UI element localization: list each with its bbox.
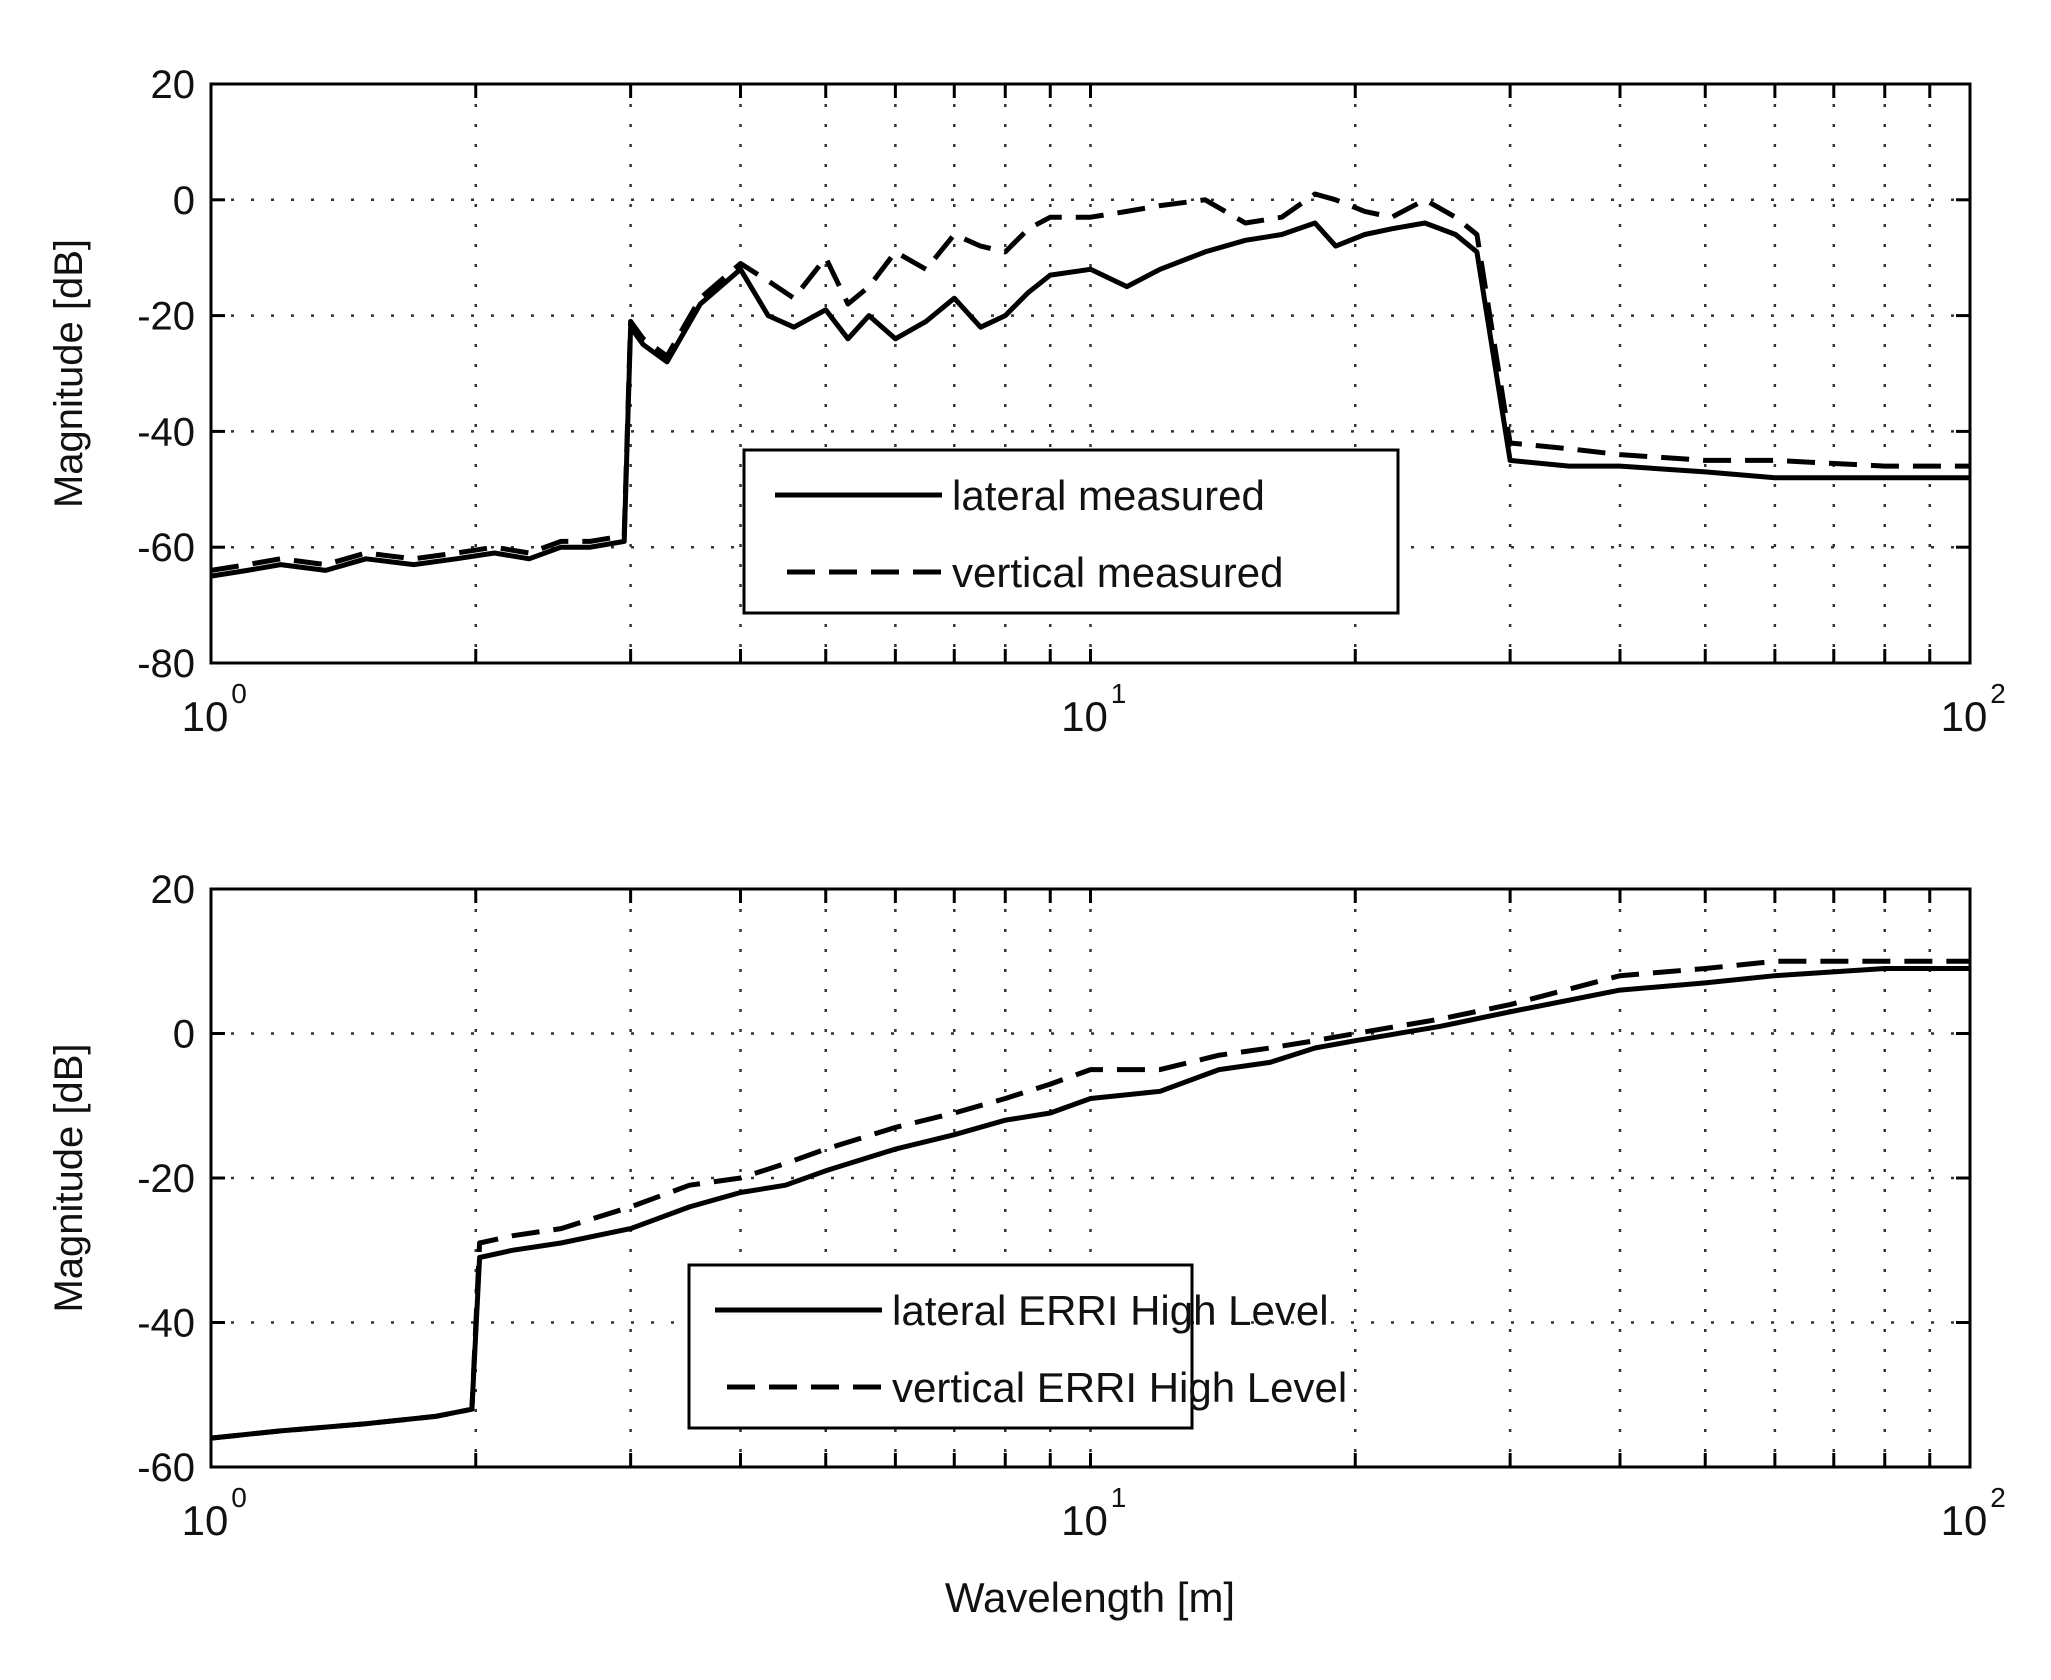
top-series xyxy=(210,191,1970,579)
x-tick-label: 10 xyxy=(182,1497,229,1544)
legend-entry-vertical: vertical measured xyxy=(952,549,1283,596)
bottom-y-tick-labels: 20 0 -20 -40 -60 xyxy=(137,868,195,1490)
x-tick-label: 10 xyxy=(1941,693,1988,740)
y-tick-label: -40 xyxy=(137,1302,195,1346)
x-tick-label: 10 xyxy=(182,693,229,740)
legend-entry-lateral-erri: lateral ERRI High Level xyxy=(892,1287,1329,1334)
y-tick-label: 0 xyxy=(173,179,195,223)
x-tick-label-exponent: 0 xyxy=(231,1482,247,1513)
x-axis-label: Wavelength [m] xyxy=(945,1574,1235,1621)
x-tick-label-exponent: 0 xyxy=(231,678,247,709)
bottom-x-tick-labels: 10 0 10 1 10 2 xyxy=(182,1482,2006,1544)
x-tick-label: 10 xyxy=(1061,693,1108,740)
x-tick-label-exponent: 2 xyxy=(1990,678,2006,709)
series-line-solid xyxy=(210,220,1970,579)
bottom-legend-box xyxy=(687,1263,1194,1430)
x-tick-label: 10 xyxy=(1941,1497,1988,1544)
bottom-y-axis-label: Magnitude [dB] xyxy=(47,1043,91,1312)
legend-entry-vertical-erri: vertical ERRI High Level xyxy=(892,1364,1347,1411)
x-tick-label-exponent: 1 xyxy=(1111,678,1127,709)
top-legend: lateral measured vertical measured xyxy=(742,448,1400,615)
y-tick-label: -20 xyxy=(137,295,195,339)
y-tick-label: 20 xyxy=(151,63,196,107)
y-tick-label: -20 xyxy=(137,1157,195,1201)
bottom-series xyxy=(210,958,1970,1441)
bottom-legend: lateral ERRI High Level vertical ERRI Hi… xyxy=(687,1263,1347,1430)
y-tick-label: -60 xyxy=(137,1446,195,1490)
x-tick-label-exponent: 1 xyxy=(1111,1482,1127,1513)
y-tick-label: -40 xyxy=(137,410,195,454)
top-y-axis-label: Magnitude [dB] xyxy=(47,239,91,508)
y-tick-label: -60 xyxy=(137,526,195,570)
top-ticks xyxy=(211,82,1970,665)
y-tick-label: -80 xyxy=(137,642,195,686)
bottom-subplot: 200-20-40-60 10 0 10 1 10 2 Magnitude [dB] la… xyxy=(47,868,2006,1544)
x-tick-label-exponent: 2 xyxy=(1990,1482,2006,1513)
top-x-tick-labels: 10 0 10 1 10 2 xyxy=(182,678,2006,740)
y-tick-label: 0 xyxy=(173,1013,195,1057)
bottom-ticks xyxy=(211,887,1970,1469)
x-tick-label: 10 xyxy=(1061,1497,1108,1544)
series-line-dashed xyxy=(210,958,1970,1441)
y-tick-label: 20 xyxy=(151,868,196,912)
top-y-tick-labels: 20 0 -20 -40 -60 -80 xyxy=(137,63,195,686)
top-subplot: 200-20-40-60-80 10 0 10 1 10 2 Magnitude [dB]… xyxy=(47,63,2006,740)
legend-entry-lateral: lateral measured xyxy=(952,472,1265,519)
top-legend-box xyxy=(742,448,1400,615)
